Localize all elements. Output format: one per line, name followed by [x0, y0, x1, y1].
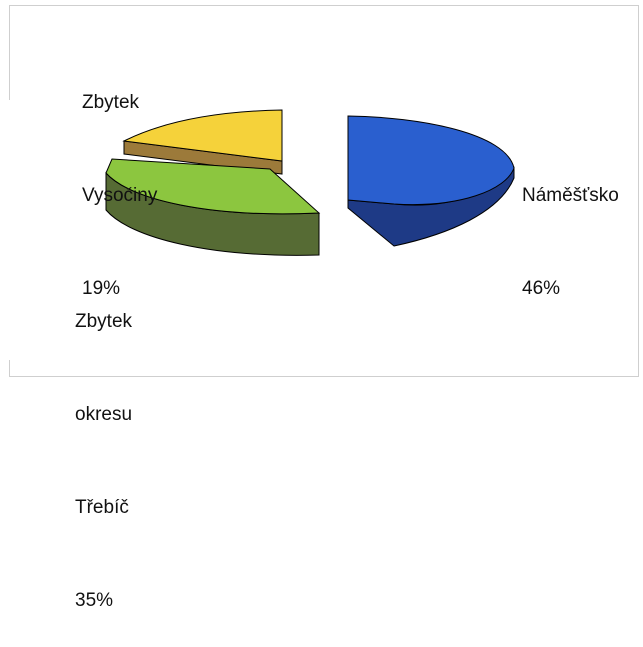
label-line: Náměšťsko [522, 185, 619, 206]
label-line: okresu [75, 404, 133, 425]
label-line: Zbytek [82, 92, 140, 113]
label-line: Zbytek [75, 311, 133, 332]
label-line: Vysočiny [82, 185, 158, 206]
label-line: 46% [522, 278, 561, 299]
slice-top [347, 115, 515, 206]
slice-top [105, 158, 321, 215]
slice-label-namestsko: Náměšťsko 46% [522, 118, 619, 335]
label-line: 19% [82, 278, 121, 299]
pie-slice-zbytek-okresu-trebic [105, 158, 321, 256]
pie-slice-zbytek-vysociny [122, 109, 283, 175]
pie-chart [105, 109, 515, 256]
slice-label-zbytek-vysociny: Zbytek Vysočiny 19% [82, 25, 157, 335]
pie-slice-namestsko [347, 115, 515, 247]
label-line: 35% [75, 590, 114, 611]
slice-top [122, 109, 283, 162]
label-line: Třebíč [75, 497, 129, 518]
